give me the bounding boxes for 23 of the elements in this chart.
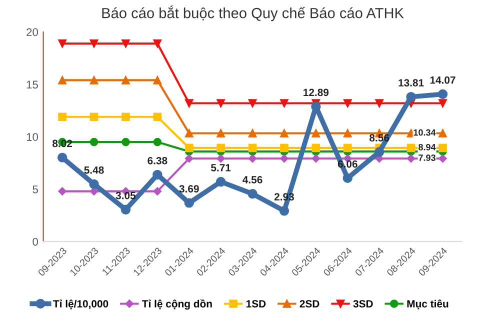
data-label: 5.71 [211,164,231,172]
y-tick-label: 15 [26,80,38,89]
legend-label: Mục tiêu [407,300,448,310]
y-tick-label: 20 [26,28,38,36]
data-label: 13.81 [398,79,424,86]
data-label: 3.69 [179,185,199,193]
legend-label: 3SD [353,300,373,308]
data-label: 12.89 [304,88,329,96]
data-label: 7.93 [418,154,436,161]
y-tick-label: 10 [26,133,38,141]
data-label: 4.56 [242,176,262,184]
data-label: 8.94 [418,144,436,150]
y-tick-label: 5 [32,186,38,194]
legend-label: 2SD [300,300,320,308]
data-label: 6.38 [148,156,168,164]
data-label: 14.07 [430,76,456,84]
legend-label: 1SD [246,300,266,308]
chart-title: Báo cáo bắt buộc theo Quy chế Báo cáo ATHK [102,5,404,22]
legend-label: Tỉ lệ cộng dồn [142,299,212,310]
data-label: 10.34 [414,129,436,136]
legend-label: Tỉ lệ/10,000 [53,300,108,310]
data-label: 5.48 [84,166,104,174]
y-tick-label: 0 [32,238,38,246]
